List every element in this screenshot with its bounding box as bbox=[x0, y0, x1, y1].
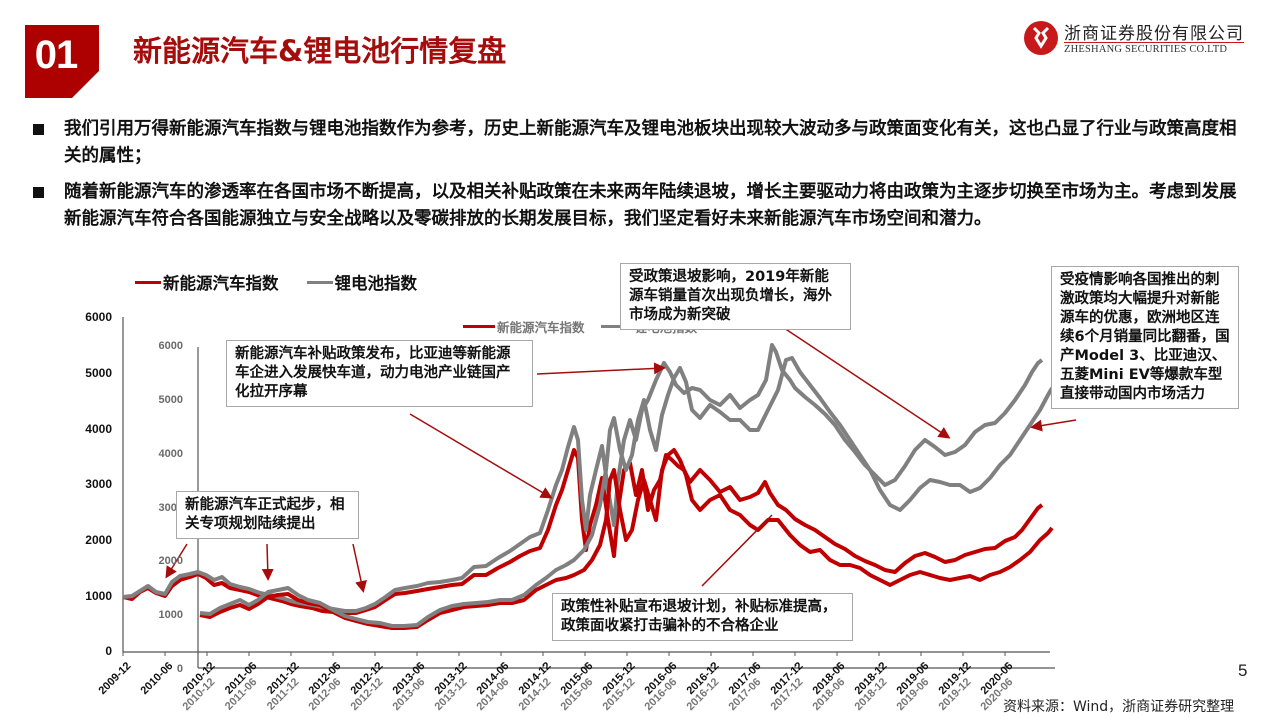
section-number: 01 bbox=[34, 33, 79, 77]
bullet-item: 我们引用万得新能源汽车指数与锂电池指数作为参考，历史上新能源汽车及锂电池板块出现… bbox=[30, 116, 1250, 170]
company-logo: 浙商证券股份有限公司 ZHESHANG SECURITIES CO.LTD bbox=[1024, 21, 1254, 57]
y-tick-outer: 5000 bbox=[85, 366, 112, 380]
bullet-list: 我们引用万得新能源汽车指数与锂电池指数作为参考，历史上新能源汽车及锂电池板块出现… bbox=[30, 116, 1250, 242]
callout-2017-subsidy-cut: 政策性补贴宣布退坡计划，补贴标准提高，政策面收紧打击骗补的不合格企业 bbox=[552, 593, 853, 641]
y-tick-outer: 2000 bbox=[85, 533, 112, 547]
series-nev-outer bbox=[122, 448, 1044, 615]
zheshang-logo-icon bbox=[1024, 21, 1058, 55]
y-tick-outer: 3000 bbox=[85, 477, 112, 491]
bullet-square-icon bbox=[33, 124, 44, 135]
chart-legend-outer: 新能源汽车指数 锂电池指数 bbox=[135, 270, 417, 294]
y-tick-outer: 4000 bbox=[85, 422, 112, 436]
badge-shape bbox=[25, 25, 99, 98]
y-tick-outer: 0 bbox=[105, 644, 112, 658]
legend-line-gray-icon bbox=[306, 280, 333, 284]
bullet-square-icon bbox=[33, 187, 44, 198]
y-tick-inner: 4000 bbox=[158, 448, 183, 460]
bullet-text: 随着新能源汽车的渗透率在各国市场不断提高，以及相关补贴政策在未来两年陆续退坡，增… bbox=[64, 182, 1237, 229]
bullet-text: 我们引用万得新能源汽车指数与锂电池指数作为参考，历史上新能源汽车及锂电池板块出现… bbox=[64, 119, 1237, 166]
legend-item-battery: 锂电池指数 bbox=[306, 270, 417, 294]
annotation-arrows bbox=[165, 321, 1077, 593]
y-tick-outer: 6000 bbox=[85, 310, 112, 324]
legend-line-gray-icon bbox=[600, 325, 633, 328]
y-tick-outer: 1000 bbox=[85, 589, 112, 603]
legend-line-red-icon bbox=[463, 325, 495, 328]
y-tick-inner: 2000 bbox=[158, 555, 183, 567]
section-badge: 01 bbox=[25, 25, 99, 98]
company-name-en: ZHESHANG SECURITIES CO.LTD bbox=[1064, 44, 1228, 55]
company-name-cn: 浙商证券股份有限公司 bbox=[1064, 24, 1244, 44]
series-inner bbox=[199, 356, 1054, 630]
page-number: 5 bbox=[1238, 661, 1248, 680]
y-tick-inner: 1000 bbox=[158, 609, 183, 621]
y-tick-inner: 6000 bbox=[158, 340, 183, 352]
y-tick-inner: 5000 bbox=[158, 394, 183, 406]
callout-2020-covid-stimulus: 受疫情影响各国推出的刺激政策均大幅提升对新能源车的优惠，欧洲地区连续6个月销量同… bbox=[1051, 266, 1239, 409]
bullet-item: 随着新能源汽车的渗透率在各国市场不断提高，以及相关补贴政策在未来两年陆续退坡，增… bbox=[30, 179, 1250, 233]
callout-2015-subsidy: 新能源汽车补贴政策发布，比亚迪等新能源车企进入发展快车道，动力电池产业链国产化拉… bbox=[226, 340, 533, 407]
logo-divider bbox=[1064, 42, 1244, 43]
source-note: 资料来源：Wind，浙商证券研究整理 bbox=[1003, 699, 1235, 715]
legend-item-nev-inner: 新能源汽车指数 bbox=[463, 317, 585, 336]
callout-2010-start: 新能源汽车正式起步，相关专项规划陆续提出 bbox=[176, 491, 359, 539]
callout-2019-decline: 受政策退坡影响，2019年新能源车销量首次出现负增长，海外市场成为新突破 bbox=[620, 263, 851, 330]
page-title: 新能源汽车&锂电池行情复盘 bbox=[133, 34, 507, 68]
legend-line-red-icon bbox=[135, 280, 161, 284]
series-battery-inner bbox=[199, 356, 1054, 628]
y-tick-inner: 0 bbox=[176, 663, 183, 675]
legend-item-nev: 新能源汽车指数 bbox=[135, 270, 279, 294]
